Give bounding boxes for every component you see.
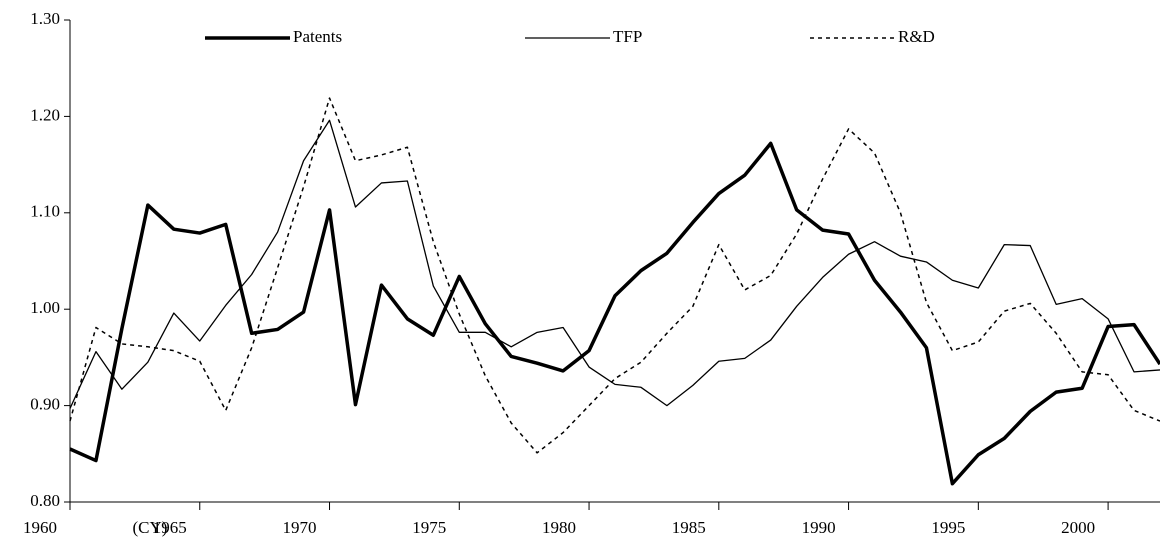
legend-label: R&D	[898, 27, 935, 46]
legend-label: TFP	[613, 27, 642, 46]
y-tick-label: 0.90	[30, 395, 60, 414]
y-tick-label: 0.80	[30, 491, 60, 510]
x-tick-label: 1965	[153, 518, 187, 537]
line-series	[69, 97, 1160, 454]
y-tick-label: 1.20	[30, 105, 60, 124]
x-tick-label: 1975	[412, 518, 446, 537]
x-tick-label: 1985	[672, 518, 706, 537]
y-tick-label: 1.00	[30, 298, 60, 317]
y-tick-label: 1.30	[30, 9, 60, 28]
y-tick-label: 1.10	[30, 202, 60, 221]
x-tick-label: 1970	[283, 518, 317, 537]
x-tick-label: 1995	[931, 518, 965, 537]
x-tick-label: 1980	[542, 518, 576, 537]
legend-label: Patents	[293, 27, 342, 46]
line-series	[69, 119, 1160, 409]
x-tick-label: 1960	[23, 518, 57, 537]
line-series	[69, 141, 1160, 486]
x-tick-label: 1990	[802, 518, 836, 537]
x-axis-label: (CY)	[133, 518, 168, 537]
x-tick-label: 2000	[1061, 518, 1095, 537]
